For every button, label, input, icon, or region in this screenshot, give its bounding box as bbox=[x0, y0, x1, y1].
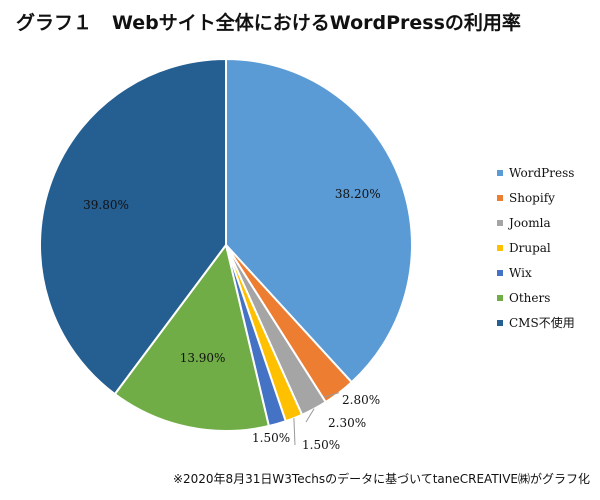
legend-item: Drupal bbox=[497, 235, 575, 260]
slice-label: 2.80% bbox=[342, 393, 380, 407]
legend-label: Others bbox=[509, 290, 551, 305]
legend-swatch bbox=[497, 244, 503, 251]
chart-title-prefix: グラフ１ bbox=[16, 12, 93, 34]
legend-item: Others bbox=[497, 285, 575, 310]
leader-line bbox=[293, 418, 296, 446]
legend-item: WordPress bbox=[497, 160, 575, 185]
legend-swatch bbox=[497, 269, 503, 276]
legend-swatch bbox=[497, 294, 503, 301]
pie-slice-cms-no-cms bbox=[39, 57, 227, 396]
legend-item: Shopify bbox=[497, 185, 575, 210]
footnote: ※2020年8月31日W3Techsのデータに基づいてtaneCREATIVE㈱… bbox=[172, 472, 590, 486]
leader-line bbox=[305, 408, 315, 423]
pie-slice-others bbox=[113, 242, 271, 433]
legend-label: WordPress bbox=[509, 165, 575, 180]
slice-label: 2.30% bbox=[328, 416, 366, 430]
legend-label: Joomla bbox=[509, 215, 551, 230]
slice-label: 13.90% bbox=[180, 351, 226, 365]
legend-label: Shopify bbox=[509, 190, 555, 205]
slice-label: 1.50% bbox=[252, 431, 290, 445]
legend-item: CMS不使用 bbox=[497, 310, 575, 335]
legend-label: Wix bbox=[509, 265, 532, 280]
slice-label: 39.80% bbox=[83, 198, 129, 212]
pie-slice-wordpress bbox=[225, 57, 413, 384]
slice-label: 1.50% bbox=[302, 438, 340, 452]
legend-swatch bbox=[497, 319, 503, 326]
legend-item: Wix bbox=[497, 260, 575, 285]
legend-label: Drupal bbox=[509, 240, 551, 255]
leader-line bbox=[323, 392, 340, 398]
legend-swatch bbox=[497, 169, 503, 176]
legend-swatch bbox=[497, 219, 503, 226]
chart-title: グラフ１ Webサイト全体におけるWordPressの利用率 bbox=[16, 8, 521, 35]
legend-label: CMS不使用 bbox=[509, 316, 575, 330]
legend-swatch bbox=[497, 194, 503, 201]
legend-item: Joomla bbox=[497, 210, 575, 235]
chart-title-text: Webサイト全体におけるWordPressの利用率 bbox=[112, 12, 521, 34]
legend: WordPress Shopify Joomla Drupal Wix Others CMS… bbox=[497, 160, 575, 335]
slice-label: 38.20% bbox=[335, 187, 381, 201]
